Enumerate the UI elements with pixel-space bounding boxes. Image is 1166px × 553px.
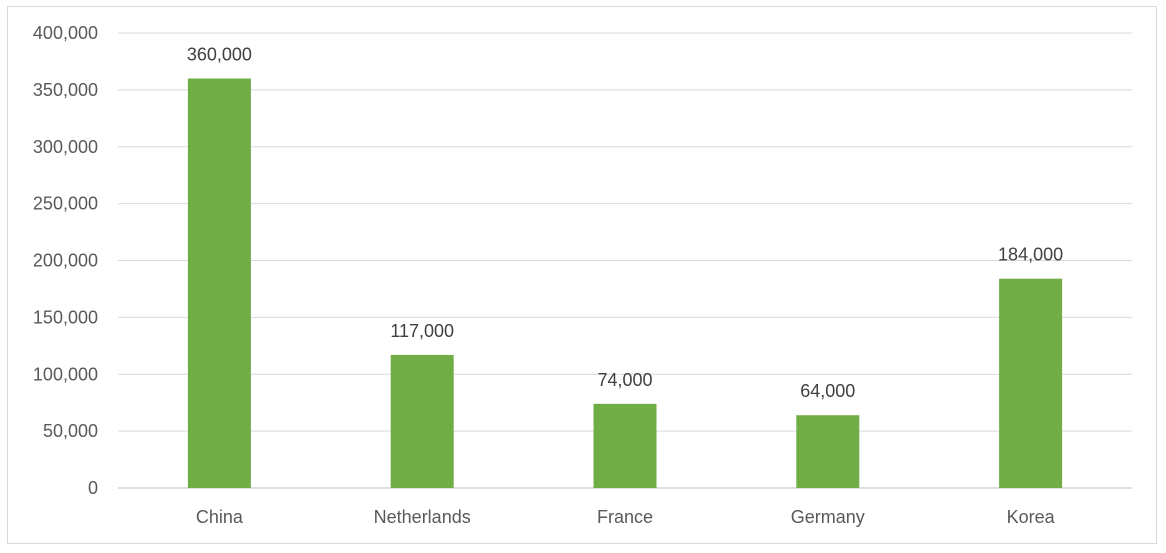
x-axis: China Netherlands France Germany Korea <box>196 507 1056 527</box>
bar-china <box>187 78 251 488</box>
data-label-france: 74,000 <box>597 370 652 390</box>
y-tick-label: 100,000 <box>33 364 98 384</box>
x-tick-label-germany: Germany <box>791 507 865 527</box>
data-label-china: 360,000 <box>187 45 252 65</box>
y-tick-label: 150,000 <box>33 307 98 327</box>
bar-netherlands <box>390 354 454 488</box>
x-tick-label-korea: Korea <box>1007 507 1056 527</box>
x-tick-label-france: France <box>597 507 653 527</box>
data-label-germany: 64,000 <box>800 381 855 401</box>
y-tick-label: 50,000 <box>43 421 98 441</box>
bars <box>187 78 1063 488</box>
y-tick-label: 0 <box>88 478 98 498</box>
x-tick-label-china: China <box>196 507 244 527</box>
y-tick-label: 250,000 <box>33 194 98 214</box>
y-tick-label: 200,000 <box>33 251 98 271</box>
y-tick-label: 350,000 <box>33 80 98 100</box>
y-tick-label: 400,000 <box>33 23 98 43</box>
bar-korea <box>999 278 1063 488</box>
data-label-korea: 184,000 <box>998 245 1063 265</box>
y-axis: 0 50,000 100,000 150,000 200,000 250,000 300,0… <box>33 23 98 498</box>
x-tick-label-netherlands: Netherlands <box>374 507 471 527</box>
bar-france <box>593 403 657 488</box>
data-labels: 360,000 117,000 74,000 64,000 184,000 <box>187 45 1063 402</box>
gridlines <box>118 32 1132 489</box>
bar-germany <box>796 415 860 488</box>
y-tick-label: 300,000 <box>33 137 98 157</box>
data-label-netherlands: 117,000 <box>390 321 454 341</box>
